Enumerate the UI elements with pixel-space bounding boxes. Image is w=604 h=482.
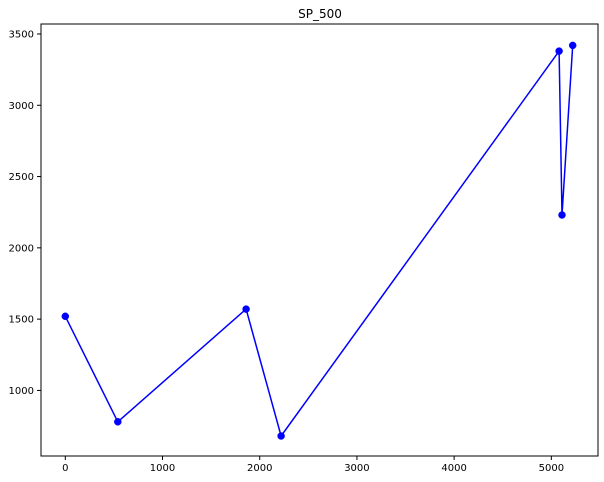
x-tick-label: 5000 (539, 463, 564, 474)
y-tick-label: 3000 (9, 101, 34, 112)
chart-title: SP_500 (298, 7, 342, 21)
x-tick-label: 3000 (344, 463, 369, 474)
data-point (61, 312, 70, 321)
x-tick-label: 4000 (441, 463, 466, 474)
y-tick-label: 2000 (9, 243, 34, 254)
data-point (277, 432, 285, 440)
x-tick-label: 1000 (150, 463, 175, 474)
plot-frame (40, 23, 599, 457)
x-tick-label: 2000 (247, 463, 272, 474)
y-tick-label: 1500 (9, 315, 34, 326)
data-point (242, 305, 250, 313)
data-point (568, 41, 577, 50)
plot-area (61, 41, 577, 440)
x-tick-label: 0 (62, 463, 68, 474)
y-tick-label: 2500 (9, 172, 34, 183)
data-point (558, 211, 566, 219)
data-point (555, 47, 563, 55)
y-tick-label: 3500 (9, 29, 34, 40)
axes: 0 1000 2000 3000 4000 5000 1000 1500 2000 2500 300… (9, 23, 599, 474)
data-point (114, 418, 122, 426)
y-tick-label: 1000 (9, 386, 34, 397)
